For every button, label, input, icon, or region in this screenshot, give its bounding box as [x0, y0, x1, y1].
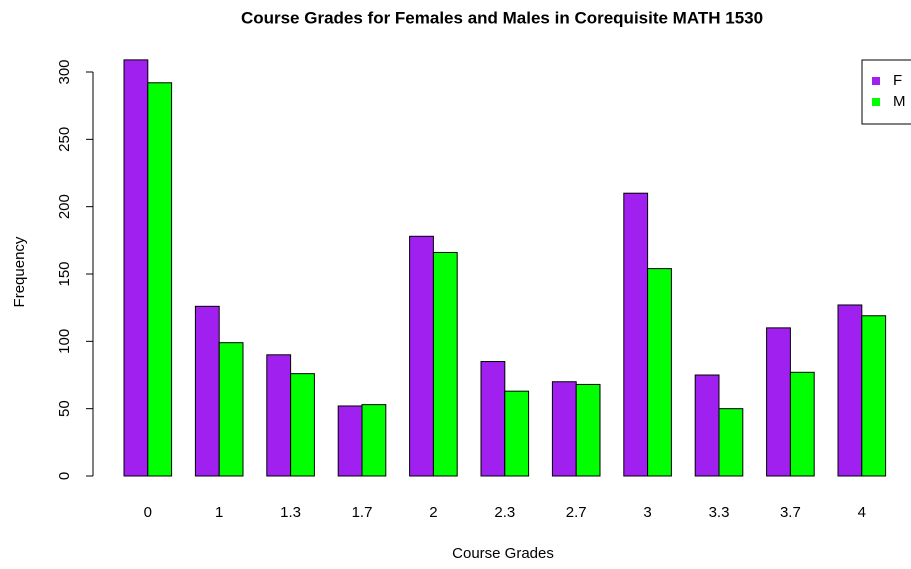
bar	[718, 408, 744, 477]
bar	[147, 82, 173, 477]
y-tick-label: 50	[56, 400, 73, 417]
legend-swatch	[872, 77, 880, 85]
bar	[123, 59, 149, 477]
x-tick-label: 3	[643, 504, 651, 521]
y-tick-label: 0	[56, 472, 73, 480]
bar	[409, 235, 434, 477]
bar	[480, 361, 506, 477]
legend-box	[861, 59, 911, 125]
bar	[361, 404, 387, 477]
bar	[266, 354, 292, 477]
y-tick-label: 150	[56, 261, 73, 286]
legend-label: M	[893, 93, 906, 110]
bar	[551, 381, 577, 477]
legend-swatch	[872, 98, 880, 106]
x-tick-label: 2.3	[494, 504, 515, 521]
chart-title: Course Grades for Females and Males in C…	[241, 8, 763, 27]
y-axis-label: Frequency	[11, 236, 28, 307]
x-tick-label: 4	[858, 504, 866, 521]
x-tick-label: 1	[215, 504, 223, 521]
x-axis-label: Course Grades	[452, 545, 554, 562]
bar	[575, 383, 601, 477]
bar	[766, 327, 791, 477]
bar	[789, 371, 815, 477]
bar	[623, 192, 649, 477]
x-tick-label: 2.7	[566, 504, 587, 521]
bar	[861, 315, 887, 477]
bar	[218, 342, 244, 477]
x-tick-label: 3.3	[709, 504, 730, 521]
x-tick-label: 3.7	[780, 504, 801, 521]
bar	[837, 304, 863, 477]
bar	[337, 405, 363, 477]
bar	[504, 390, 530, 477]
x-tick-label: 1.7	[352, 504, 373, 521]
x-tick-label: 1.3	[280, 504, 301, 521]
bar	[694, 374, 720, 477]
x-tick-label: 0	[144, 504, 152, 521]
bar	[194, 305, 220, 477]
y-tick-label: 300	[56, 59, 73, 84]
y-tick-label: 250	[56, 127, 73, 152]
legend-label: F	[893, 72, 902, 89]
bar	[432, 251, 458, 477]
bar	[647, 268, 672, 477]
x-tick-label: 2	[429, 504, 437, 521]
y-tick-label: 200	[56, 194, 73, 219]
y-tick-label: 100	[56, 329, 73, 354]
bar	[290, 373, 315, 477]
